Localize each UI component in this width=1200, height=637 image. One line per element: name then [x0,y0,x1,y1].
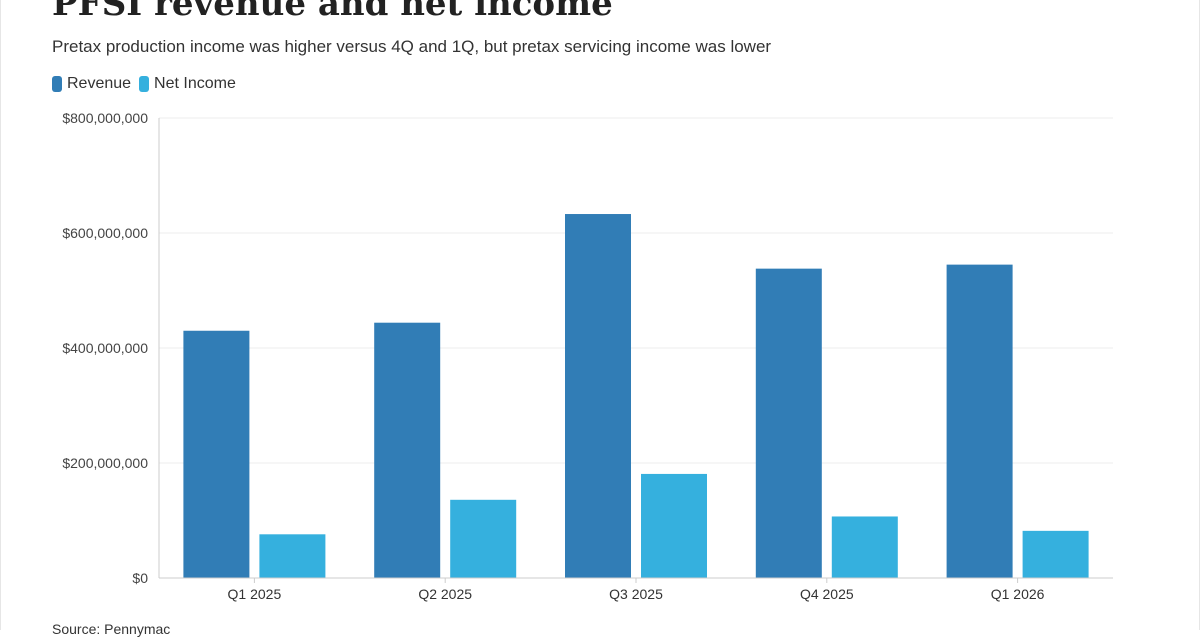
y-tick-label: $800,000,000 [62,110,148,126]
legend-swatch-net-income [139,76,150,92]
legend-label-revenue: Revenue [67,75,132,92]
y-tick-label: $400,000,000 [62,340,148,356]
x-tick-label: Q2 2025 [418,586,472,602]
bar-revenue[interactable] [946,264,1013,578]
chart-title: PFSI revenue and net income [52,0,613,24]
x-tick-label: Q3 2025 [609,586,663,602]
bar-net-income[interactable] [831,516,898,578]
x-tick-label: Q1 2026 [991,586,1045,602]
legend-label-net-income: Net Income [154,75,236,92]
bar-revenue[interactable] [755,268,822,578]
chart-subtitle: Pretax production income was higher vers… [52,37,772,56]
x-tick-label: Q4 2025 [800,586,854,602]
legend-item-revenue[interactable]: Revenue [52,75,131,93]
bars [183,214,1089,578]
y-tick-label: $0 [132,570,148,586]
bar-net-income[interactable] [259,534,326,578]
legend-swatch-revenue [52,76,62,92]
legend: Revenue Net Income [52,75,244,93]
bar-net-income[interactable] [450,499,517,578]
source-note: Source: Pennymac [52,621,171,637]
axes: $0 $200,000,000 $400,000,000 $600,000,000 $8… [62,110,1113,602]
bar-net-income[interactable] [641,473,707,578]
bar-net-income[interactable] [1022,530,1089,578]
y-tick-label: $200,000,000 [62,455,148,471]
legend-item-net-income[interactable]: Net Income [139,75,236,93]
bar-revenue[interactable] [374,322,441,578]
x-tick-label: Q1 2025 [228,586,282,602]
frame-left-border [0,0,1,630]
bar-revenue[interactable] [183,330,250,578]
bar-revenue[interactable] [565,214,631,578]
y-tick-label: $600,000,000 [62,225,148,241]
